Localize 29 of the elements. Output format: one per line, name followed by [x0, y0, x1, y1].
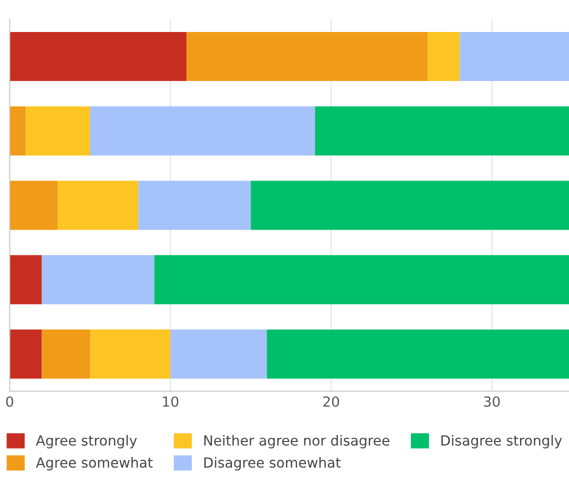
- x-tick-label: 10: [163, 396, 178, 407]
- bar: [42, 255, 154, 304]
- x-tick-label: 20: [323, 396, 340, 407]
- bar: [10, 255, 42, 304]
- bar: [10, 106, 26, 156]
- bar: [250, 180, 569, 230]
- bar: [170, 329, 267, 379]
- x-tick-label: 30: [484, 396, 500, 407]
- bar: [90, 329, 170, 379]
- legend-label: Agree strongly: [36, 434, 137, 448]
- legend-label: Neither agree nor disagree: [204, 434, 390, 448]
- bar: [10, 329, 42, 379]
- bar: [26, 106, 90, 156]
- bar: [154, 255, 569, 304]
- legend-label: Agree somewhat: [36, 457, 153, 470]
- bar: [58, 180, 138, 230]
- x-tick-label: 0: [6, 396, 14, 407]
- bar: [10, 32, 186, 82]
- bar: [42, 329, 90, 379]
- legend-label: Disagree strongly: [441, 434, 562, 448]
- bar: [266, 329, 569, 379]
- bar: [10, 180, 58, 230]
- legend-label: Disagree somewhat: [204, 457, 341, 470]
- bar: [428, 32, 460, 82]
- bar: [138, 180, 251, 230]
- bar: [186, 32, 428, 82]
- bar: [90, 106, 316, 156]
- bar: [460, 32, 569, 82]
- bar: [315, 106, 569, 156]
